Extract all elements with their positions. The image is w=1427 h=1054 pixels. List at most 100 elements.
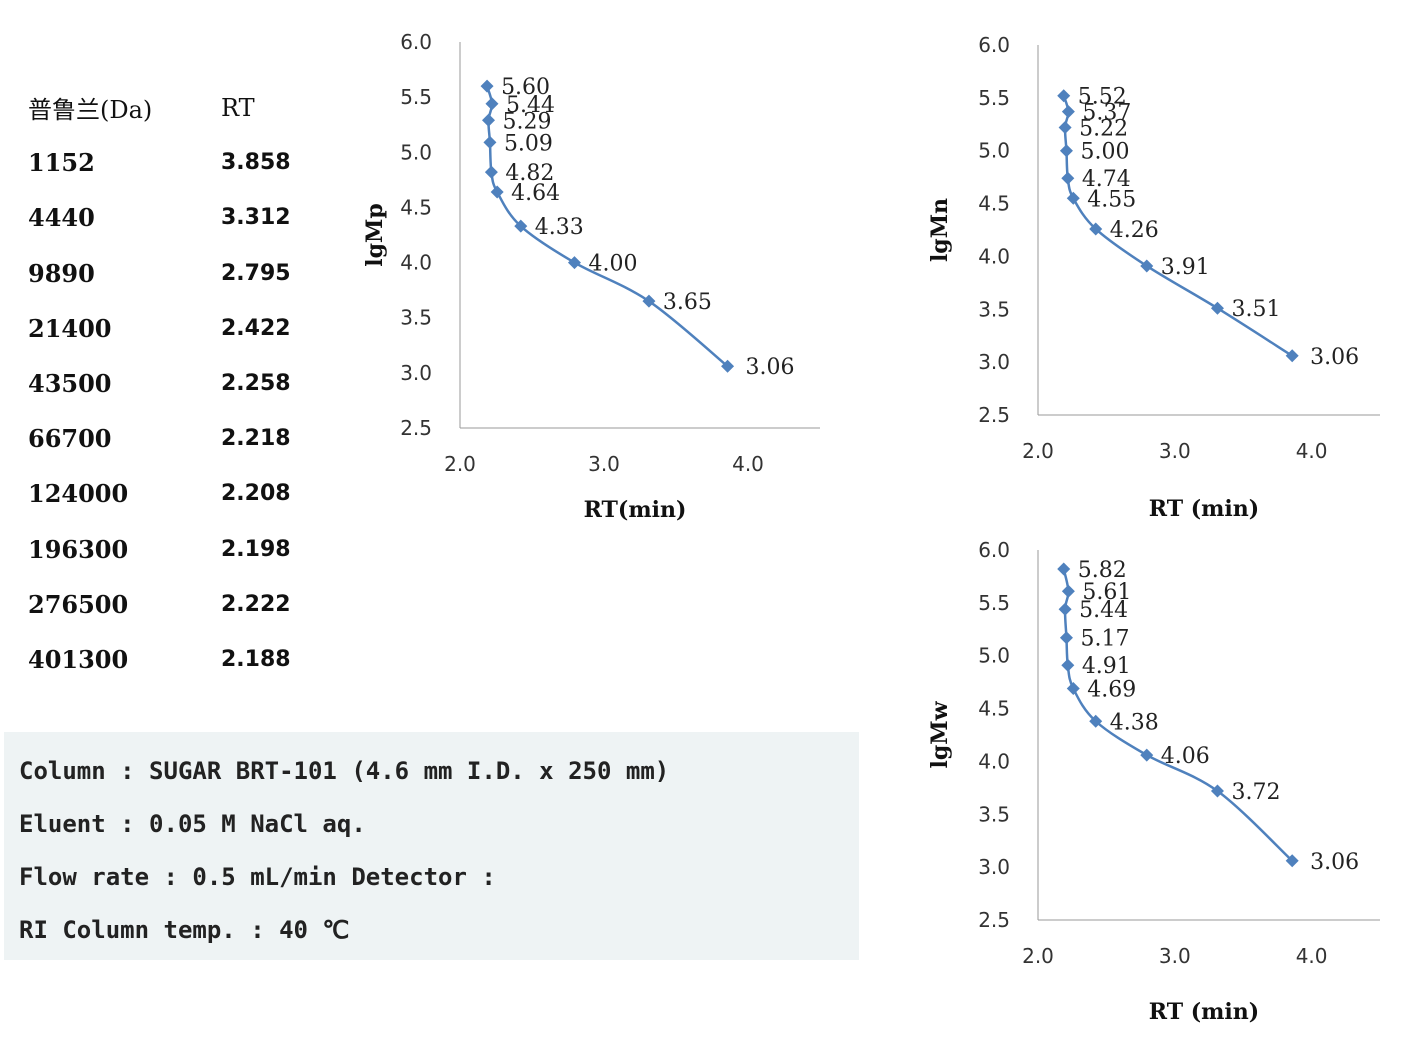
x-tick-label: 3.0 [1159, 439, 1191, 463]
y-tick-label: 5.0 [978, 644, 1010, 668]
data-point-marker [1285, 349, 1299, 363]
table-row: 66700 2.218 [28, 411, 318, 466]
lgmw-chart: 2.5 3.0 3.5 4.0 4.5 5.0 5.5 6.0 2.0 3.0 4.0 RT (min… [927, 538, 1380, 1025]
y-tick-label: 5.0 [978, 139, 1010, 163]
mw-cell: 196300 [28, 534, 129, 564]
conditions-panel: Column : SUGAR BRT-101 (4.6 mm I.D. x 25… [4, 732, 859, 960]
data-label: 5.22 [1079, 116, 1128, 141]
rt-cell: 2.188 [221, 646, 291, 672]
data-label: 5.44 [506, 93, 555, 118]
y-tick-label: 3.0 [400, 361, 432, 385]
data-point-marker [514, 219, 528, 233]
condition-column: Column : SUGAR BRT-101 (4.6 mm I.D. x 25… [19, 757, 670, 785]
mw-cell: 1152 [28, 148, 95, 178]
y-tick-label: 3.0 [978, 855, 1010, 879]
table-row: 124000 2.208 [28, 466, 318, 521]
condition-eluent: Eluent : 0.05 M NaCl aq. [19, 810, 366, 838]
y-tick-label: 2.5 [978, 403, 1010, 427]
data-label: 4.33 [535, 215, 584, 240]
table-row: 1152 3.858 [28, 135, 318, 190]
y-tick-label: 5.0 [400, 140, 432, 164]
data-label: 5.09 [504, 131, 553, 156]
table-row: 276500 2.222 [28, 577, 318, 632]
data-label: 4.69 [1087, 677, 1136, 702]
y-axis-title: lgMp [362, 203, 388, 266]
y-tick-label: 5.5 [400, 85, 432, 109]
y-tick-label: 2.5 [978, 908, 1010, 932]
data-point-marker [482, 113, 496, 127]
data-label: 5.37 [1082, 101, 1131, 126]
y-tick-label: 4.0 [978, 244, 1010, 268]
data-label: 5.29 [503, 109, 552, 134]
table-row: 401300 2.188 [28, 632, 318, 687]
data-point-marker [490, 185, 504, 199]
data-label: 3.06 [746, 355, 795, 380]
data-label: 3.65 [663, 290, 712, 315]
data-label: 4.26 [1110, 218, 1159, 243]
data-label: 3.51 [1231, 297, 1280, 322]
standards-table-header: 普鲁兰(Da) RT [28, 80, 318, 135]
x-tick-label: 3.0 [588, 452, 620, 476]
table-row: 21400 2.422 [28, 301, 318, 356]
data-label: 4.00 [588, 252, 637, 277]
data-point-marker [1089, 714, 1103, 728]
mw-cell: 9890 [28, 258, 95, 288]
data-point-marker [721, 359, 735, 373]
data-label: 4.38 [1110, 710, 1159, 735]
condition-flow-rate: Flow rate : 0.5 mL/min Detector : [19, 863, 496, 891]
y-tick-label: 4.5 [400, 195, 432, 219]
data-label: 3.06 [1310, 345, 1359, 370]
y-tick-label: 4.0 [978, 749, 1010, 773]
data-label: 5.82 [1078, 558, 1127, 583]
y-tick-label: 2.5 [400, 416, 432, 440]
y-axis-title: lgMw [927, 700, 953, 768]
header-name: 普鲁兰(Da) [28, 96, 153, 125]
y-tick-label: 6.0 [978, 33, 1010, 57]
data-label: 5.00 [1080, 140, 1129, 165]
data-label: 4.64 [511, 181, 560, 206]
data-point-marker [1061, 171, 1075, 185]
mw-cell: 4440 [28, 203, 95, 233]
mw-cell: 43500 [28, 369, 112, 399]
y-tick-label: 4.5 [978, 192, 1010, 216]
data-point-marker [567, 256, 581, 270]
table-row: 196300 2.198 [28, 522, 318, 577]
y-tick-label: 4.5 [978, 697, 1010, 721]
x-tick-label: 4.0 [732, 452, 764, 476]
data-point-marker [1058, 602, 1072, 616]
y-tick-label: 5.5 [978, 86, 1010, 110]
data-label: 4.82 [505, 161, 554, 186]
mw-cell: 124000 [28, 479, 129, 509]
data-point-marker [1285, 854, 1299, 868]
standards-table: 普鲁兰(Da) RT 1152 3.858 4440 3.312 9890 2.… [28, 80, 318, 687]
table-row: 9890 2.795 [28, 246, 318, 301]
x-tick-label: 2.0 [1022, 944, 1054, 968]
data-label: 5.52 [1078, 85, 1127, 110]
mw-cell: 401300 [28, 644, 129, 674]
data-label: 4.06 [1161, 744, 1210, 769]
data-label: 4.91 [1082, 654, 1131, 679]
data-point-marker [1057, 562, 1071, 576]
rt-cell: 2.795 [221, 260, 291, 286]
data-point-marker [1210, 784, 1224, 798]
data-point-marker [1210, 301, 1224, 315]
data-point-marker [1140, 259, 1154, 273]
data-point-marker [1066, 681, 1080, 695]
data-label: 4.55 [1087, 187, 1136, 212]
rt-cell: 2.422 [221, 315, 291, 341]
x-axis-title: RT (min) [1149, 999, 1259, 1025]
data-label: 5.60 [501, 75, 550, 100]
data-point-marker [1061, 105, 1075, 119]
data-point-marker [483, 135, 497, 149]
table-row: 43500 2.258 [28, 356, 318, 411]
rt-cell: 2.218 [221, 426, 291, 452]
data-point-marker [484, 165, 498, 179]
data-point-marker [642, 294, 656, 308]
data-label: 5.44 [1079, 598, 1128, 623]
data-point-marker [1061, 658, 1075, 672]
series-line [1062, 95, 1293, 357]
data-point-marker [1059, 631, 1073, 645]
rt-cell: 2.222 [221, 591, 291, 617]
table-row: 4440 3.312 [28, 190, 318, 245]
header-rt: RT [221, 93, 255, 122]
